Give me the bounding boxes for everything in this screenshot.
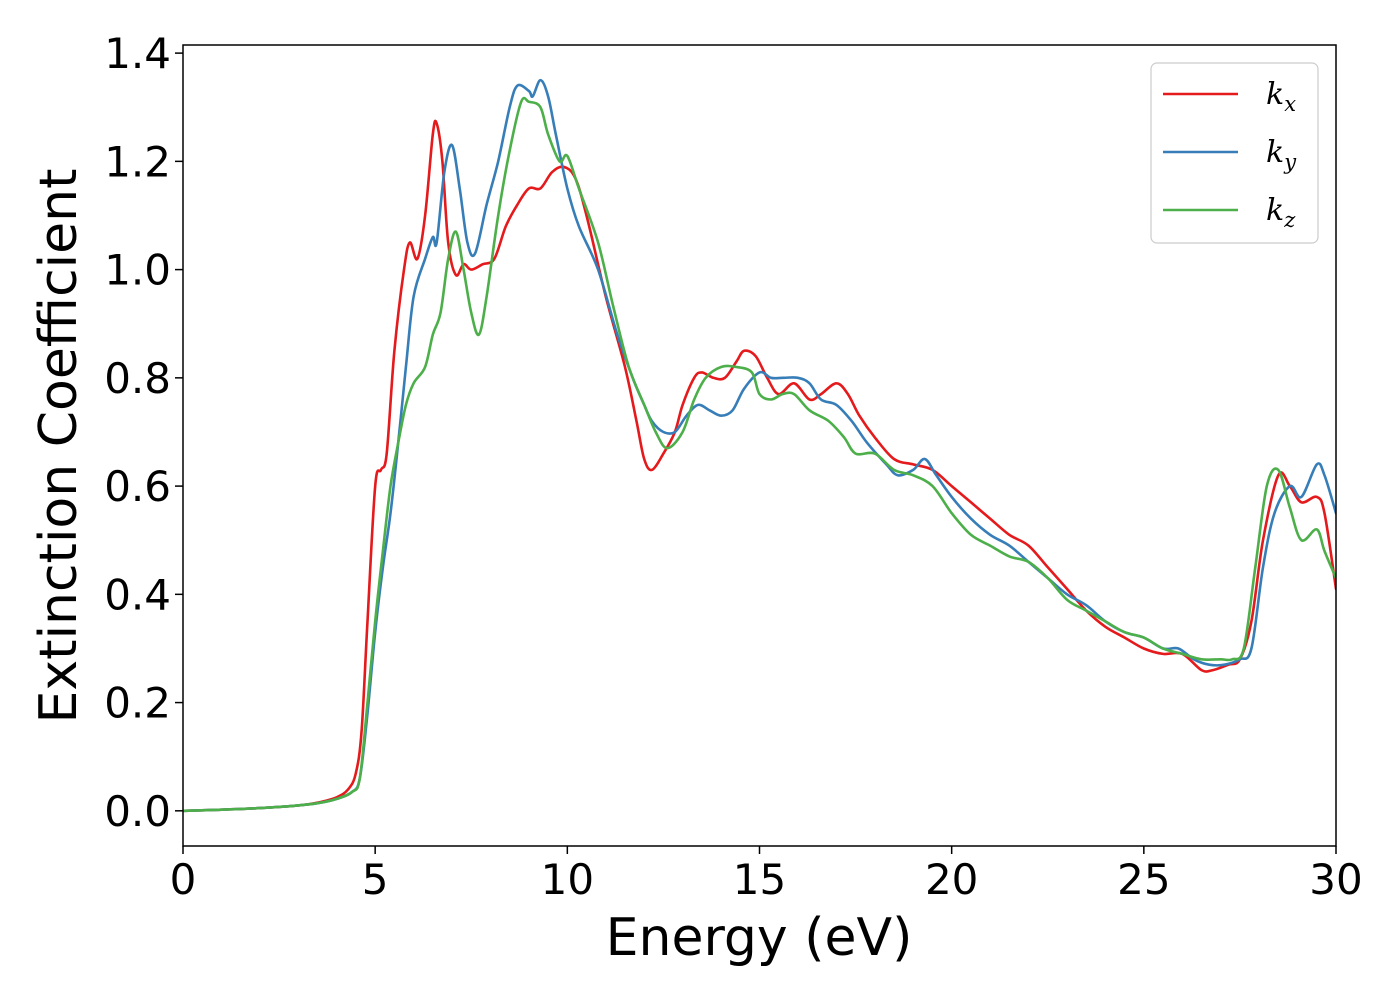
- y-tick-label: 0.8: [104, 354, 171, 403]
- x-tick-label: 25: [1117, 855, 1170, 904]
- y-tick-label: 1.0: [104, 246, 171, 295]
- y-tick-label: 0.6: [104, 462, 171, 511]
- y-tick-label: 0.0: [104, 787, 171, 836]
- x-tick-label: 30: [1309, 855, 1362, 904]
- x-axis-title: Energy (eV): [606, 908, 913, 968]
- x-tick-label: 20: [925, 855, 978, 904]
- series-group: [183, 78, 1336, 813]
- x-tick-label: 15: [733, 855, 786, 904]
- x-tick-label: 10: [541, 855, 594, 904]
- y-axis-title: Extinction Coefficient: [29, 169, 89, 724]
- y-tick-label: 1.2: [104, 137, 171, 186]
- y-tick-label: 1.4: [104, 29, 171, 78]
- y-axis: 0.0 0.2 0.4 0.6 0.8 1.0 1.2 1.4: [104, 29, 183, 836]
- x-tick-label: 5: [362, 855, 389, 904]
- x-axis: 0 5 10 15 20 25 30: [170, 846, 1363, 904]
- series-line-kx: [183, 119, 1336, 813]
- y-tick-label: 0.4: [104, 570, 171, 619]
- y-tick-label: 0.2: [104, 679, 171, 728]
- series-line-kz: [183, 96, 1336, 813]
- x-tick-label: 0: [170, 855, 197, 904]
